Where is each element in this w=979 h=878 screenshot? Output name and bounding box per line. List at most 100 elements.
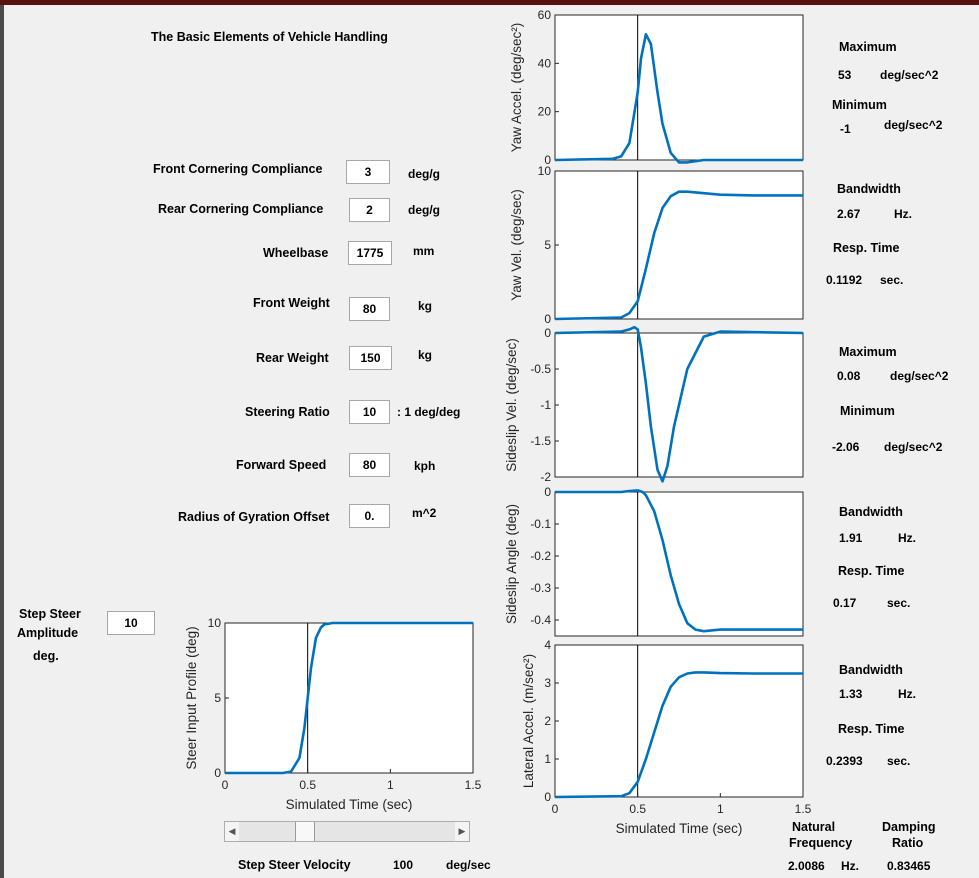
step-velocity-slider[interactable]: ◀ ▶ — [224, 821, 470, 842]
yaw-vel-bw-unit: Hz. — [894, 207, 912, 221]
steer-xtick-label: 0.5 — [299, 778, 316, 792]
step-amplitude-label-3: deg. — [33, 649, 59, 663]
steer-ytick-label: 0 — [214, 766, 221, 780]
sideslip-angle-rt-value: 0.17 — [833, 596, 857, 610]
param-unit-rear-cornering: deg/g — [408, 203, 440, 217]
lateral_accel-ytick-label: 0 — [544, 790, 551, 804]
yaw_accel-ytick-label: 0 — [544, 153, 551, 167]
lateral-accel-bw-label: Bandwidth — [839, 663, 903, 677]
param-label-steering-ratio: Steering Ratio — [245, 405, 330, 419]
param-unit-steering-ratio: : 1 deg/deg — [397, 405, 461, 419]
front-weight-input[interactable]: 80 — [349, 297, 390, 321]
sideslip_vel-ytick-label: -2 — [540, 470, 551, 484]
yaw_vel-ytick-label: 0 — [544, 312, 551, 326]
step-amplitude-label-2: Amplitude — [17, 626, 79, 640]
sideslip-vel-max-label: Maximum — [839, 345, 897, 359]
steer-xtick-label: 1.5 — [465, 778, 482, 792]
yaw-accel-min-label: Minimum — [832, 98, 887, 112]
damping-ratio-label-2: Ratio — [892, 836, 924, 850]
param-label-gyration-offset: Radius of Gyration Offset — [178, 510, 330, 524]
sideslip_vel-ytick-label: -1.5 — [530, 434, 551, 448]
steer-xlabel: Simulated Time (sec) — [286, 797, 413, 812]
sideslip-angle-bw-unit: Hz. — [898, 531, 916, 545]
sideslip_vel-series-line — [554, 325, 804, 483]
lateral_accel-xtick-label: 0 — [552, 802, 559, 816]
yaw-vel-rt-value: 0.1192 — [826, 273, 863, 287]
yaw_accel-series-line — [554, 32, 803, 164]
sideslip_angle-plot-area — [554, 491, 804, 637]
lateral-accel-rt-value: 0.2393 — [826, 754, 863, 768]
lateral_accel-xtick-label: 0.5 — [629, 802, 646, 816]
sideslip_vel-ytick-label: -1 — [540, 398, 551, 412]
lateral-accel-bw-unit: Hz. — [898, 687, 916, 701]
wheelbase-input[interactable]: 1775 — [348, 241, 392, 265]
sideslip_angle-ytick-label: -0.4 — [530, 613, 551, 627]
lateral_accel-xtick-label: 1.5 — [795, 802, 812, 816]
page-title: The Basic Elements of Vehicle Handling — [151, 30, 388, 44]
sideslip_angle-ytick-label: -0.2 — [530, 549, 551, 563]
lateral_accel-ytick-label: 3 — [544, 676, 551, 690]
param-unit-front-weight: kg — [418, 299, 433, 313]
damping-ratio-value: 0.83465 — [887, 859, 931, 873]
param-unit-forward-speed: kph — [414, 459, 436, 473]
natural-frequency-value: 2.0086 — [788, 859, 825, 873]
slider-thumb[interactable] — [295, 822, 315, 841]
lateral_accel-ytick-label: 1 — [544, 752, 551, 766]
yaw-vel-bw-label: Bandwidth — [837, 182, 901, 196]
param-unit-rear-weight: kg — [418, 348, 433, 362]
slider-right-arrow-icon[interactable]: ▶ — [455, 822, 469, 841]
rear-cornering-input[interactable]: 2 — [349, 198, 390, 222]
param-label-forward-speed: Forward Speed — [236, 458, 327, 472]
yaw-accel-min-unit: deg/sec^2 — [884, 118, 943, 132]
lateral_accel-xlabel: Simulated Time (sec) — [616, 821, 743, 836]
slider-left-arrow-icon[interactable]: ◀ — [225, 822, 239, 841]
sideslip-vel-min-unit: deg/sec^2 — [884, 440, 943, 454]
sideslip-angle-bw-value: 1.91 — [839, 531, 863, 545]
sideslip-vel-max-unit: deg/sec^2 — [890, 369, 949, 383]
step-velocity-value: 100 — [393, 858, 414, 872]
yaw_vel-ylabel: Yaw Vel. (deg/sec) — [509, 189, 524, 301]
yaw-accel-max-label: Maximum — [839, 40, 897, 54]
yaw_vel-series-line — [554, 190, 803, 321]
sideslip-vel-min-label: Minimum — [840, 404, 895, 418]
step-amplitude-input[interactable]: 10 — [107, 611, 155, 635]
sideslip_vel-ylabel: Sideslip Vel. (deg/sec) — [504, 338, 519, 472]
steering-ratio-input[interactable]: 10 — [349, 400, 390, 424]
sideslip_angle-ytick-label: 0 — [544, 485, 551, 499]
yaw-vel-rt-unit: sec. — [880, 273, 904, 287]
sideslip_angle-ytick-label: -0.1 — [530, 517, 551, 531]
lateral-accel-rt-unit: sec. — [887, 754, 911, 768]
yaw-accel-max-value: 53 — [838, 68, 852, 82]
front-cornering-input[interactable]: 3 — [346, 160, 390, 184]
forward-speed-input[interactable]: 80 — [349, 453, 390, 477]
param-label-rear-weight: Rear Weight — [256, 351, 329, 365]
sideslip-vel-min-value: -2.06 — [832, 440, 860, 454]
param-label-rear-cornering: Rear Cornering Compliance — [158, 202, 324, 216]
natural-frequency-unit: Hz. — [841, 859, 859, 873]
sideslip_angle-ylabel: Sideslip Angle (deg) — [504, 504, 519, 624]
lateral_accel-xtick-label: 1 — [717, 802, 724, 816]
window-left-edge — [0, 5, 4, 878]
sideslip-angle-bw-label: Bandwidth — [839, 505, 903, 519]
yaw_vel-plot-area — [554, 170, 804, 320]
param-label-front-cornering: Front Cornering Compliance — [153, 162, 323, 176]
step-amplitude-label-1: Step Steer — [19, 607, 81, 621]
param-unit-gyration-offset: m^2 — [412, 506, 437, 520]
yaw-accel-min-value: -1 — [840, 122, 851, 136]
param-unit-wheelbase: mm — [413, 244, 435, 258]
steer-series-line — [225, 621, 473, 775]
gyration-offset-input[interactable]: 0. — [349, 504, 390, 528]
steer-xtick-label: 0 — [222, 778, 229, 792]
rear-weight-input[interactable]: 150 — [349, 346, 392, 370]
yaw_vel-ytick-label: 10 — [538, 164, 552, 178]
yaw_accel-ytick-label: 20 — [538, 105, 552, 119]
yaw_accel-ylabel: Yaw Accel. (deg/sec²) — [509, 23, 524, 153]
sideslip_vel-ytick-label: 0 — [544, 326, 551, 340]
yaw_vel-ytick-label: 5 — [544, 238, 551, 252]
lateral_accel-ytick-label: 2 — [544, 714, 551, 728]
window-titlebar — [0, 0, 979, 5]
steer-plot-area — [224, 622, 474, 774]
yaw_accel-ytick-label: 40 — [538, 56, 552, 70]
yaw_accel-plot-area — [554, 14, 804, 161]
